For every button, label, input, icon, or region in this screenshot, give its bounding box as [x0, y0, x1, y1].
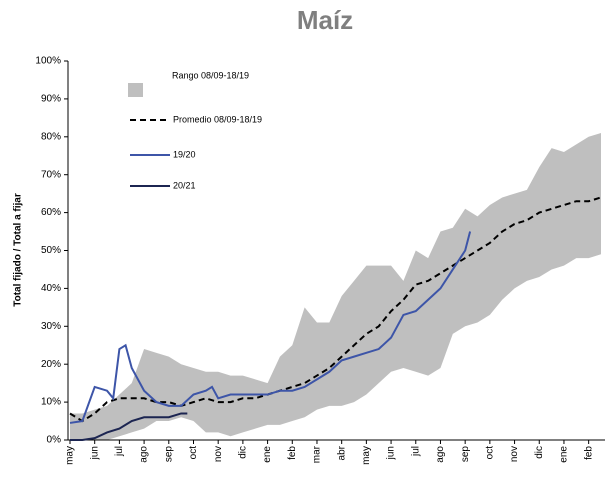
x-tick-label: ago: [139, 446, 150, 463]
series-line: [69, 231, 472, 424]
series-line: [69, 196, 602, 423]
x-tick-label: jul: [410, 446, 421, 457]
x-tick-label: jun: [89, 446, 100, 460]
x-tick-label: ene: [559, 446, 570, 463]
x-tick-label: sep: [163, 446, 174, 463]
y-tick-label: 80%: [41, 131, 61, 142]
x-tick-label: may: [361, 446, 372, 465]
chart-title: Maíz: [297, 5, 353, 35]
x-tick-label: mar: [312, 445, 323, 463]
y-tick-label: 60%: [41, 207, 61, 218]
range-band: [70, 133, 601, 440]
legend-swatch: [128, 83, 143, 97]
y-tick-label: 70%: [41, 169, 61, 180]
y-tick-label: 10%: [41, 397, 61, 408]
legend-label: Rango 08/09-18/19: [172, 70, 249, 80]
x-tick-label: oct: [188, 446, 199, 460]
series-line: [70, 412, 188, 441]
y-axis-label: Total fijado / Total a fijar: [13, 193, 24, 307]
y-tick-label: 90%: [41, 94, 61, 105]
x-tick-label: feb: [287, 446, 298, 460]
x-tick-label: sep: [460, 446, 471, 463]
x-tick-label: abr: [336, 445, 347, 460]
y-tick-label: 30%: [41, 321, 61, 332]
x-tick-label: dic: [238, 446, 249, 459]
y-tick-label: 20%: [41, 359, 61, 370]
y-tick-label: 50%: [41, 245, 61, 256]
x-tick-label: dic: [534, 446, 545, 459]
x-tick-label: jul: [114, 446, 125, 457]
x-tick-label: oct: [485, 446, 496, 460]
x-tick-label: nov: [213, 446, 224, 462]
x-tick-label: feb: [583, 446, 594, 460]
y-tick-label: 40%: [41, 283, 61, 294]
x-tick-label: nov: [509, 446, 520, 462]
legend-label: 19/20: [173, 149, 196, 159]
y-tick-label: 100%: [35, 56, 61, 67]
x-tick-label: jun: [386, 446, 397, 460]
legend-label: Promedio 08/09-18/19: [173, 114, 262, 124]
x-tick-label: ago: [435, 446, 446, 463]
x-tick-label: may: [65, 446, 76, 465]
legend-label: 20/21: [173, 180, 196, 190]
y-tick-label: 0%: [47, 435, 62, 446]
x-tick-label: ene: [262, 446, 273, 463]
